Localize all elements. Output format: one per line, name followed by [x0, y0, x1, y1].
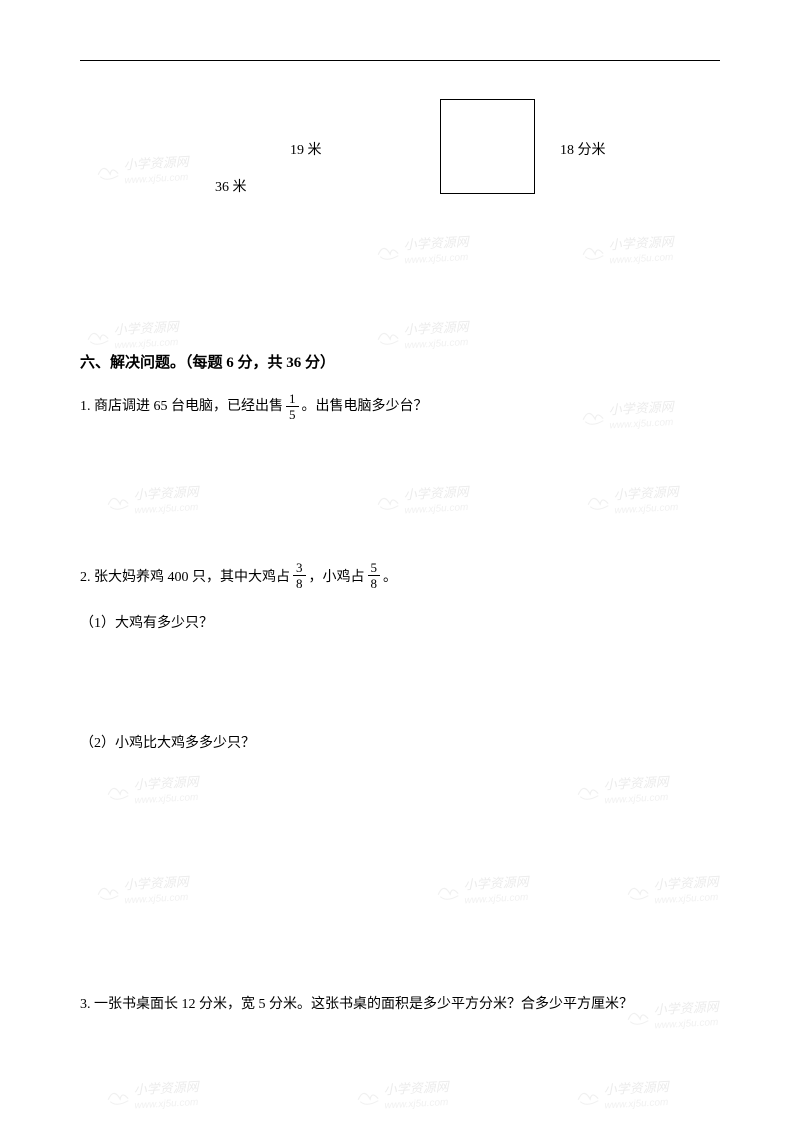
- section-heading: 六、解决问题。（每题 6 分，共 36 分）: [80, 351, 720, 372]
- q1-fraction: 1 5: [286, 392, 299, 421]
- q1-fraction-den: 5: [286, 407, 299, 421]
- q2-fraction-2: 5 8: [368, 561, 381, 590]
- q2-main: 2. 张大妈养鸡 400 只，其中大鸡占 3 8 ，小鸡占 5 8 。: [80, 561, 720, 590]
- top-rule: [80, 60, 720, 61]
- q2-suffix: 。: [383, 566, 397, 586]
- q2-mid: ，小鸡占: [309, 566, 365, 586]
- q2-sub2: （2）小鸡比大鸡多多少只？: [80, 732, 720, 752]
- diagram-row: 19 米 36 米 18 分米: [80, 91, 720, 221]
- q2-sub1: （1）大鸡有多少只？: [80, 612, 720, 632]
- q2-f1-den: 8: [293, 576, 306, 590]
- q2-fraction-1: 3 8: [293, 561, 306, 590]
- page-container: 19 米 36 米 18 分米 六、解决问题。（每题 6 分，共 36 分） 1…: [0, 0, 800, 1132]
- q2-prefix: 2. 张大妈养鸡 400 只，其中大鸡占: [80, 566, 290, 586]
- square-shape: [440, 99, 535, 194]
- question-1: 1. 商店调进 65 台电脑，已经出售 1 5 。出售电脑多少台？: [80, 392, 720, 421]
- q1-suffix: 。出售电脑多少台？: [302, 394, 428, 419]
- question-3: 3. 一张书桌面长 12 分米，宽 5 分米。这张书桌的面积是多少平方分米？合多…: [80, 992, 720, 1017]
- label-19m: 19 米: [290, 139, 322, 159]
- q2-f2-num: 5: [368, 561, 381, 576]
- question-2: 2. 张大妈养鸡 400 只，其中大鸡占 3 8 ，小鸡占 5 8 。 （1）大…: [80, 561, 720, 752]
- label-36m: 36 米: [215, 176, 247, 196]
- label-18dm: 18 分米: [560, 139, 606, 159]
- q1-fraction-num: 1: [286, 392, 299, 407]
- q2-f2-den: 8: [368, 576, 381, 590]
- q2-f1-num: 3: [293, 561, 306, 576]
- q1-prefix: 1. 商店调进 65 台电脑，已经出售: [80, 394, 283, 419]
